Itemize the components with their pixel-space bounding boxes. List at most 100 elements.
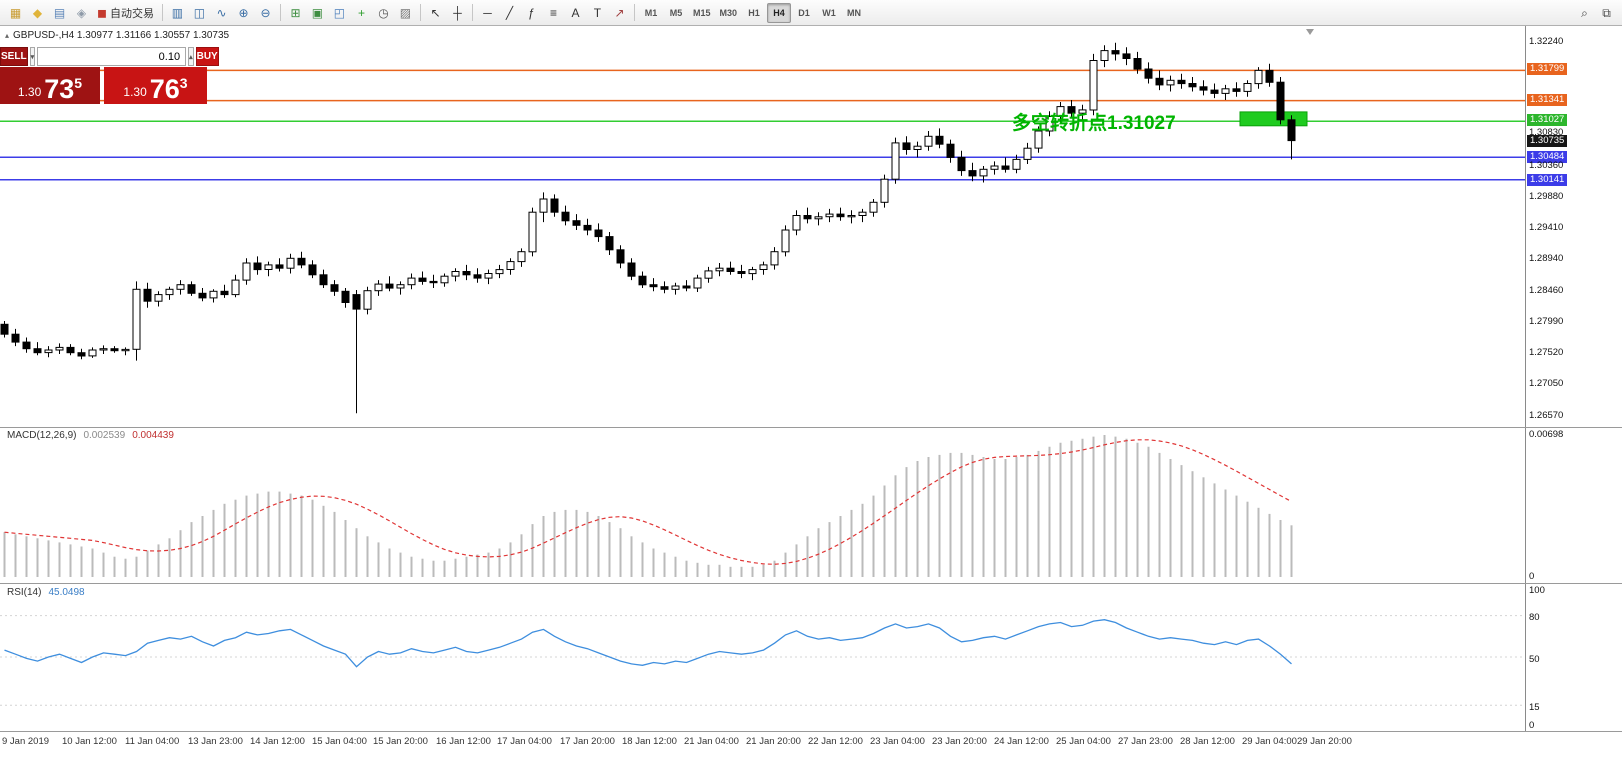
navigator-icon: ◈ — [76, 5, 87, 20]
channel-icon: ≡ — [549, 5, 557, 20]
autotrading-button-label: 自动交易 — [109, 7, 154, 20]
data-window-button[interactable]: ⧉ — [1596, 3, 1617, 23]
price-scale-label: 1.29880 — [1529, 191, 1564, 202]
fibonacci-button[interactable]: ƒ — [521, 3, 542, 23]
candle-body — [330, 284, 339, 292]
price-scale-label: 1.28940 — [1529, 253, 1564, 264]
price-scale[interactable]: 1.32240 1.31799 1.31341 1.31027 1.30830 1.307… — [1525, 26, 1622, 731]
lot-increase-button[interactable]: ▴ — [188, 47, 194, 66]
candle-body — [275, 264, 284, 269]
buy-button[interactable]: BUY — [195, 47, 219, 66]
candle-body — [957, 156, 966, 172]
main-chart-canvas[interactable]: 多空转折点1.31027 — [0, 26, 1525, 427]
candle-body — [946, 143, 955, 158]
time-axis-label: 23 Jan 20:00 — [932, 736, 987, 747]
timeframe-m15-button[interactable]: M15 — [692, 7, 711, 18]
channel-button[interactable]: ≡ — [543, 3, 564, 23]
search-icon: ⌕ — [1581, 5, 1588, 20]
price-scale-label: 1.26570 — [1529, 410, 1564, 421]
cascade-windows-button[interactable]: ▣ — [307, 3, 328, 23]
macd-panel-canvas[interactable] — [0, 427, 1525, 583]
new-order-icon: ◆ — [32, 5, 43, 20]
timeframe-d1-button[interactable]: D1 — [798, 7, 810, 18]
arrows-button[interactable]: ↗ — [609, 3, 630, 23]
candle-body — [88, 349, 97, 357]
candle-body — [44, 349, 53, 354]
price-scale-label: 1.31799 — [1527, 63, 1568, 75]
candle-body — [583, 224, 592, 231]
price-scale-label: 1.31027 — [1527, 114, 1568, 126]
new-order-button[interactable]: ◆ — [27, 3, 48, 23]
timeframe-mn-button[interactable]: MN — [847, 7, 861, 18]
candle-body — [1254, 69, 1263, 85]
indicators-button[interactable]: + — [351, 3, 372, 23]
macd-splitter[interactable] — [0, 427, 1622, 428]
candle-body — [759, 264, 768, 270]
candle-body — [1111, 50, 1120, 55]
label-button[interactable]: T — [587, 3, 608, 23]
toolbar-separator — [161, 4, 163, 21]
trendline-button[interactable]: ╱ — [499, 3, 520, 23]
price-scale-label: 0.00698 — [1529, 429, 1564, 440]
candle-body — [1221, 88, 1230, 94]
zoom-in-button[interactable]: ⊕ — [233, 3, 254, 23]
new-chart-button[interactable]: ◰ — [329, 3, 350, 23]
cursor-button[interactable]: ↖ — [425, 3, 446, 23]
one-click-collapse-icon[interactable]: ▴ — [5, 31, 10, 40]
navigator-button[interactable]: ◈ — [71, 3, 92, 23]
candle-body — [517, 251, 526, 263]
market-watch-button[interactable]: ▤ — [49, 3, 70, 23]
candle-body — [1177, 79, 1186, 85]
periods-button[interactable]: ◷ — [373, 3, 394, 23]
templates-button[interactable]: ▨ — [395, 3, 416, 23]
horizontal-line-button[interactable]: ─ — [477, 3, 498, 23]
line-chart-button[interactable]: ∿ — [211, 3, 232, 23]
data-window-icon: ⧉ — [1602, 5, 1611, 20]
tile-windows-button[interactable]: ⊞ — [285, 3, 306, 23]
price-scale-label: 1.30360 — [1529, 160, 1564, 171]
candle-body — [1067, 106, 1076, 114]
indicators-icon: + — [357, 5, 365, 20]
crosshair-button[interactable]: ┼ — [447, 3, 468, 23]
candle-body — [132, 288, 141, 350]
candle-body — [979, 168, 988, 177]
timeframe-m5-button[interactable]: M5 — [669, 7, 683, 18]
candle-body — [847, 215, 856, 218]
rsi-splitter[interactable] — [0, 583, 1622, 584]
macd-name: MACD(12,26,9) — [7, 430, 77, 441]
zoom-out-button[interactable]: ⊖ — [255, 3, 276, 23]
timeframe-h1-button[interactable]: H1 — [748, 7, 760, 18]
candle-body — [814, 216, 823, 220]
chart-shift-marker[interactable] — [1306, 29, 1314, 35]
time-axis[interactable]: 9 Jan 2019 10 Jan 12:00 11 Jan 04:00 13 Jan… — [0, 731, 1622, 767]
periods-icon: ◷ — [378, 5, 389, 20]
sell-button[interactable]: SELL — [0, 47, 28, 66]
buy-price-box[interactable]: 1.30 76 3 — [104, 67, 207, 104]
rsi-indicator-label: RSI(14) 45.0498 — [7, 587, 85, 598]
rsi-name: RSI(14) — [7, 587, 42, 598]
text-button[interactable]: A — [565, 3, 586, 23]
price-scale-label: 15 — [1529, 702, 1540, 713]
time-axis-label: 14 Jan 12:00 — [250, 736, 305, 747]
candle-body — [1045, 116, 1054, 132]
search-button[interactable]: ⌕ — [1574, 3, 1595, 23]
lot-decrease-button[interactable]: ▾ — [29, 47, 36, 66]
time-axis-label: 25 Jan 04:00 — [1056, 736, 1111, 747]
candle-body — [176, 284, 185, 290]
candle-body — [264, 264, 273, 270]
sell-price-box[interactable]: 1.30 73 5 — [0, 67, 100, 104]
candlestick-chart-button[interactable]: ◫ — [189, 3, 210, 23]
timeframe-h4-button[interactable]: H4 — [767, 2, 791, 23]
sell-price-main: 1.30 — [17, 85, 42, 99]
timeframe-w1-button[interactable]: W1 — [822, 7, 836, 18]
terminal-icon-button[interactable]: ▦ — [5, 3, 26, 23]
lot-size-input[interactable] — [37, 47, 187, 66]
candle-body — [352, 294, 361, 310]
timeframe-m30-button[interactable]: M30 — [719, 7, 737, 18]
bar-chart-button[interactable]: ▥ — [167, 3, 188, 23]
autotrading-button[interactable]: ◼ 自动交易 — [93, 3, 158, 23]
candle-body — [407, 277, 416, 286]
timeframe-m1-button[interactable]: M1 — [644, 7, 658, 18]
rsi-panel-canvas[interactable] — [0, 583, 1525, 730]
